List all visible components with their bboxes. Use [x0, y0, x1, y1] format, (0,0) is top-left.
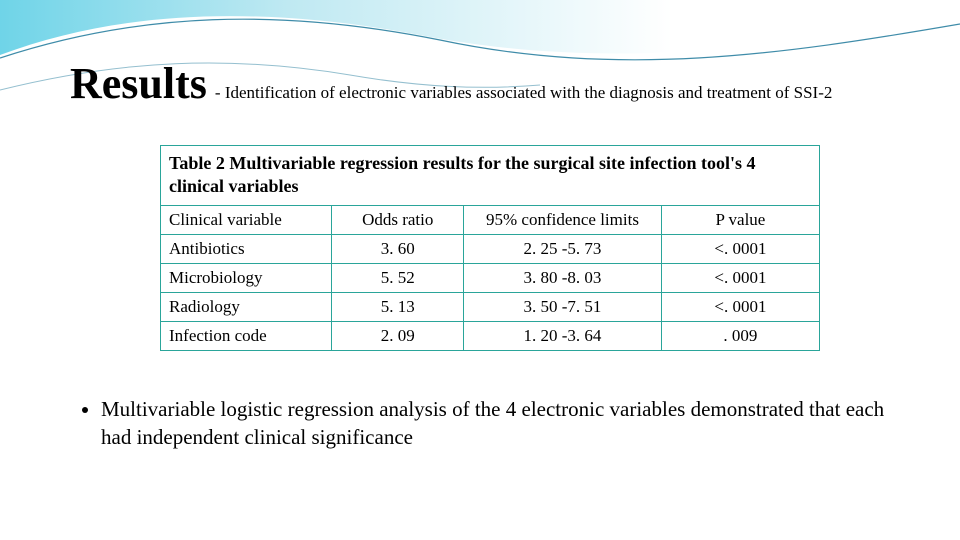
table-cell: <. 0001: [661, 263, 819, 292]
bullet-block: Multivariable logistic regression analys…: [75, 395, 900, 452]
table-caption: Table 2 Multivariable regression results…: [161, 146, 820, 206]
table-cell: 3. 60: [332, 234, 464, 263]
table-header: 95% confidence limits: [464, 205, 662, 234]
table-cell: Radiology: [161, 292, 332, 321]
slide-title-sub: - Identification of electronic variables…: [215, 83, 832, 103]
table-cell: 5. 52: [332, 263, 464, 292]
table-cell: 3. 50 -7. 51: [464, 292, 662, 321]
table-cell: <. 0001: [661, 292, 819, 321]
table-header-row: Clinical variable Odds ratio 95% confide…: [161, 205, 820, 234]
table-cell: 2. 09: [332, 321, 464, 350]
table-cell: Antibiotics: [161, 234, 332, 263]
table-cell: . 009: [661, 321, 819, 350]
table-cell: 5. 13: [332, 292, 464, 321]
table-row: Radiology 5. 13 3. 50 -7. 51 <. 0001: [161, 292, 820, 321]
table-header: P value: [661, 205, 819, 234]
table-cell: 2. 25 -5. 73: [464, 234, 662, 263]
table-cell: 1. 20 -3. 64: [464, 321, 662, 350]
table-header: Odds ratio: [332, 205, 464, 234]
table-row: Antibiotics 3. 60 2. 25 -5. 73 <. 0001: [161, 234, 820, 263]
table-row: Microbiology 5. 52 3. 80 -8. 03 <. 0001: [161, 263, 820, 292]
table-cell: Infection code: [161, 321, 332, 350]
table-row: Infection code 2. 09 1. 20 -3. 64 . 009: [161, 321, 820, 350]
slide-title-row: Results - Identification of electronic v…: [70, 58, 940, 109]
table-cell: Microbiology: [161, 263, 332, 292]
table-header: Clinical variable: [161, 205, 332, 234]
table-cell: 3. 80 -8. 03: [464, 263, 662, 292]
slide-title-main: Results: [70, 58, 207, 109]
table-cell: <. 0001: [661, 234, 819, 263]
regression-table: Table 2 Multivariable regression results…: [160, 145, 820, 351]
bullet-text: Multivariable logistic regression analys…: [101, 395, 900, 452]
